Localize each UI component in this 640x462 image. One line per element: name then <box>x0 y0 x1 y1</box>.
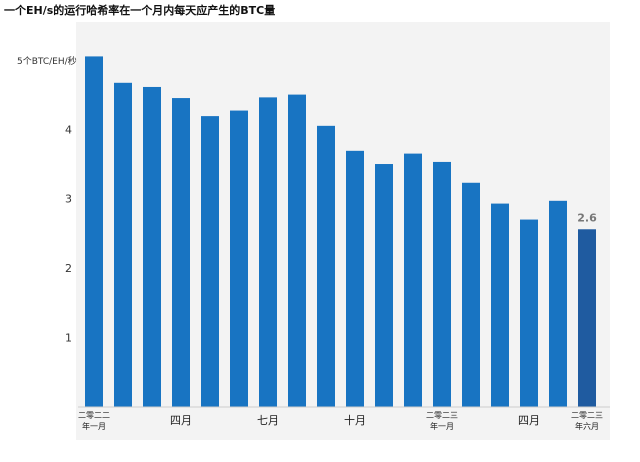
x-tick-label: 年六月 <box>575 421 599 431</box>
bar <box>346 150 364 407</box>
x-tick-label: 四月 <box>518 414 540 427</box>
x-tick-label: 七月 <box>257 414 279 427</box>
y-tick-label: 4 <box>65 123 72 136</box>
y-tick-label: 5个BTC/EH/秒 <box>17 55 77 67</box>
bar <box>143 86 161 407</box>
bar <box>375 164 393 407</box>
bar <box>520 219 538 407</box>
bar <box>404 153 422 407</box>
bar <box>549 200 567 407</box>
bar <box>462 182 480 407</box>
x-tick-label: 二零二三 <box>571 411 603 420</box>
bar <box>491 203 509 407</box>
y-tick-label: 1 <box>65 332 72 345</box>
bar <box>578 229 596 407</box>
bar <box>317 125 335 407</box>
x-tick-label: 年一月 <box>82 421 106 431</box>
bar <box>172 98 190 407</box>
bar <box>259 97 277 407</box>
x-tick-label: 四月 <box>170 414 192 427</box>
x-tick-label: 年一月 <box>430 421 454 431</box>
bar-series: 2.6 <box>85 56 597 408</box>
y-tick-label: 3 <box>65 193 72 206</box>
x-tick-label: 十月 <box>344 413 366 427</box>
x-tick-label: 二零二三 <box>426 411 458 420</box>
bar <box>85 56 103 408</box>
bar <box>114 82 132 408</box>
chart-title: 一个EH/s的运行哈希率在一个月内每天应产生的BTC量 <box>4 4 276 17</box>
bar <box>230 110 248 407</box>
y-tick-label: 2 <box>65 262 72 275</box>
x-tick-label: 二零二二 <box>78 411 110 420</box>
bar <box>433 161 451 407</box>
bar <box>288 94 306 407</box>
data-label: 2.6 <box>577 211 597 224</box>
bar <box>201 116 219 407</box>
y-axis-ticks: 1 2 3 4 5个BTC/EH/秒 <box>17 55 77 345</box>
